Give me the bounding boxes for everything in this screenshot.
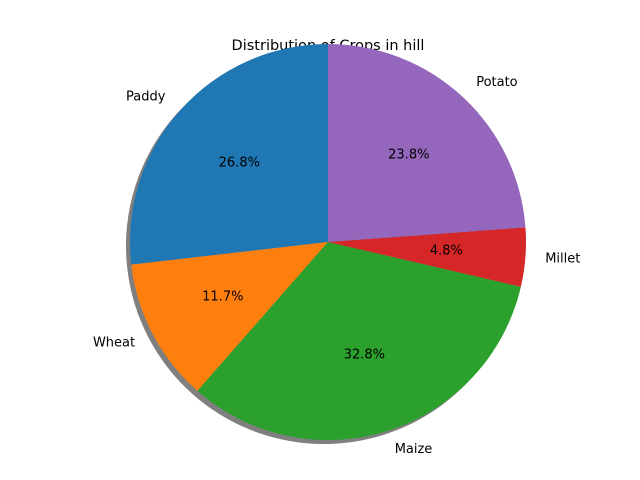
pie-slices bbox=[129, 44, 527, 441]
slice-label-paddy: Paddy bbox=[126, 90, 166, 105]
slice-percent-potato: 23.8% bbox=[388, 147, 429, 162]
slice-percent-wheat: 11.7% bbox=[202, 290, 243, 305]
slice-label-maize: Maize bbox=[395, 442, 433, 457]
slice-label-millet: Millet bbox=[545, 251, 580, 266]
pie-labels: Paddy 26.8% Wheat 11.7% Maize 32.8% Millet 4.8%… bbox=[93, 75, 580, 457]
pie-slice-potato bbox=[328, 44, 526, 242]
pie-slice-maize bbox=[197, 242, 521, 441]
pie-slice-wheat bbox=[131, 242, 328, 391]
slice-percent-paddy: 26.8% bbox=[219, 156, 260, 171]
pie-slice-millet bbox=[328, 227, 527, 287]
slice-label-potato: Potato bbox=[476, 75, 517, 90]
slice-label-wheat: Wheat bbox=[93, 336, 135, 351]
pie-slice-paddy bbox=[129, 44, 328, 265]
slice-percent-millet: 4.8% bbox=[430, 244, 463, 259]
slice-percent-maize: 32.8% bbox=[344, 348, 385, 363]
